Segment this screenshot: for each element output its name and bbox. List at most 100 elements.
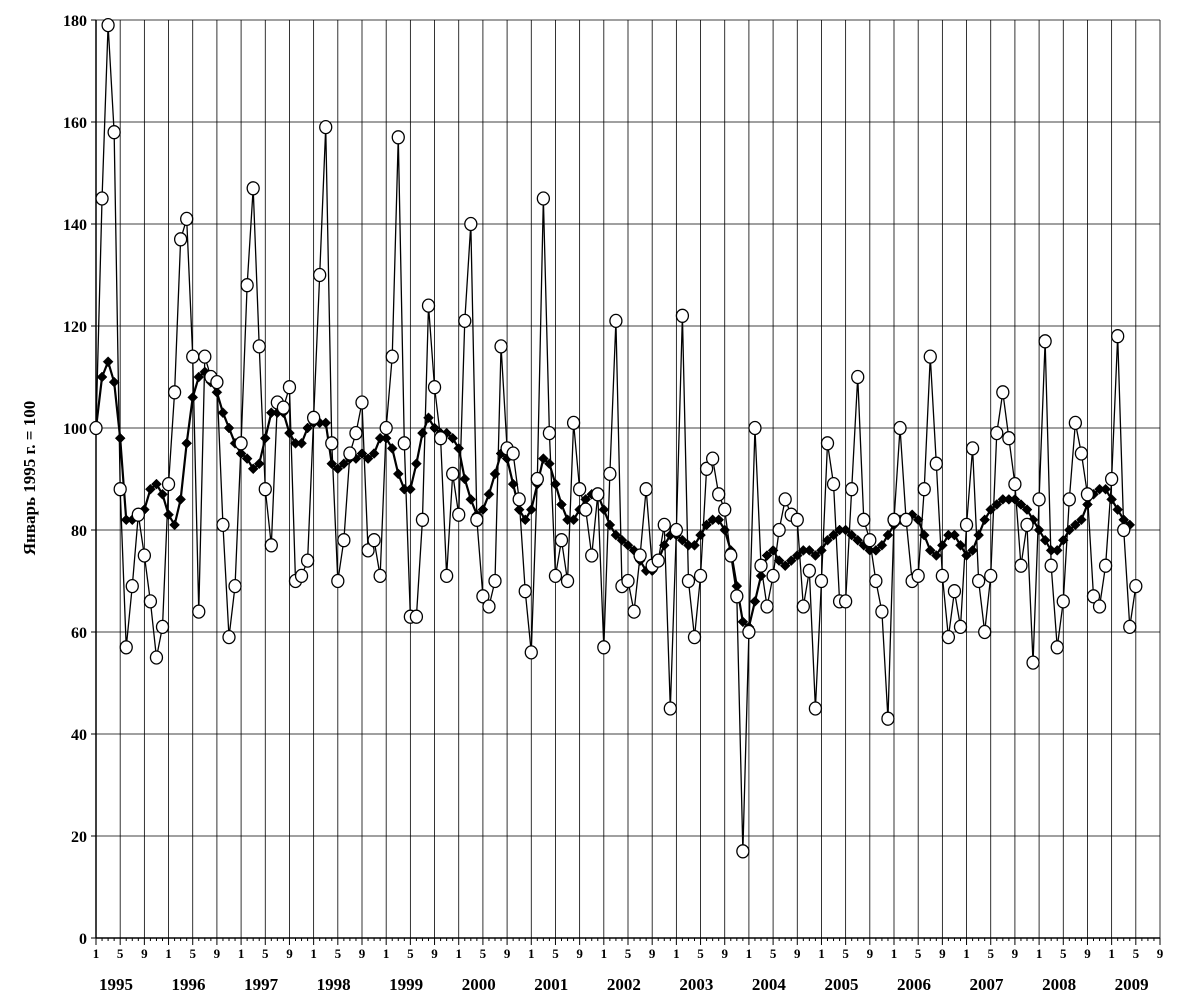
x-month-label: 1 [818, 946, 825, 961]
data-point-diamond [175, 494, 186, 505]
data-point-circle [1129, 578, 1143, 594]
data-point-circle [718, 502, 732, 517]
data-point-circle [252, 339, 266, 354]
y-tick-label: 40 [71, 727, 87, 744]
y-axis-title: Январь 1995 г. = 100 [20, 401, 39, 555]
y-tick-label: 160 [63, 115, 87, 132]
series-line-circles [95, 25, 1137, 852]
x-year-label: 2008 [1042, 975, 1076, 994]
data-point-circle [1014, 558, 1028, 573]
data-point-circle [639, 482, 653, 497]
data-point-circle [476, 589, 490, 604]
data-point-diamond [465, 494, 477, 505]
data-point-circle [597, 640, 611, 655]
data-point-diamond [955, 539, 966, 551]
data-point-circle [1074, 446, 1089, 461]
data-point-circle [131, 507, 145, 522]
data-point-circle [917, 482, 931, 497]
x-month-label: 9 [141, 946, 148, 961]
data-point-circle [1062, 492, 1076, 507]
x-month-label: 9 [649, 946, 656, 961]
data-point-circle [470, 512, 484, 527]
data-point-circle [681, 573, 696, 589]
data-point-diamond [967, 545, 978, 556]
data-point-circle [971, 573, 986, 589]
data-point-diamond [538, 453, 549, 464]
data-point-diamond [979, 514, 991, 526]
data-point-circle [554, 533, 569, 548]
data-point-diamond [253, 458, 265, 470]
data-point-circle [439, 568, 454, 584]
data-point-circle [953, 619, 968, 635]
data-point-circle [427, 380, 442, 395]
data-point-circle [319, 119, 333, 135]
data-point-diamond [483, 488, 495, 500]
data-point-circle [984, 568, 998, 584]
data-point-diamond [320, 417, 332, 429]
data-point-diamond [816, 545, 827, 556]
grid-lines [96, 19, 1161, 938]
data-point-circle [542, 425, 557, 441]
data-point-diamond [937, 539, 948, 551]
data-point-circle [494, 339, 508, 354]
x-year-label: 2002 [607, 975, 641, 994]
data-point-diamond [973, 529, 984, 541]
data-point-circle [222, 629, 236, 645]
data-point-diamond [556, 499, 567, 510]
data-point-circle [566, 415, 581, 431]
x-month-label: 1 [455, 946, 462, 961]
data-point-circle [881, 711, 895, 726]
x-month-label: 5 [842, 946, 849, 961]
data-point-diamond [477, 504, 489, 515]
data-point-circle [536, 191, 551, 206]
data-point-circle [754, 558, 768, 573]
data-point-diamond [459, 473, 471, 485]
data-point-circle [161, 476, 176, 492]
data-point-circle [1032, 492, 1046, 507]
data-point-circle [488, 573, 502, 589]
data-point-diamond [918, 529, 930, 541]
data-point-diamond [247, 463, 259, 475]
data-point-diamond [145, 483, 156, 495]
x-month-label: 9 [1084, 946, 1091, 961]
data-point-diamond [429, 422, 440, 434]
data-point-circle [125, 578, 139, 594]
data-point-circle [1002, 431, 1016, 446]
data-point-circle [192, 604, 206, 619]
data-point-circle [385, 349, 399, 364]
data-point-diamond [1112, 504, 1124, 515]
data-point-circle [276, 400, 291, 415]
data-point-diamond [235, 448, 247, 459]
data-point-diamond [411, 458, 422, 470]
data-point-circle [748, 420, 762, 436]
data-point-diamond [701, 519, 712, 531]
data-point-circle [712, 487, 726, 502]
data-point-circle [210, 374, 224, 390]
data-point-diamond [761, 550, 773, 561]
data-point-circle [373, 568, 387, 584]
data-point-circle [790, 512, 804, 527]
data-point-diamond [677, 534, 688, 546]
data-point-diamond [930, 550, 942, 561]
x-year-label: 2003 [679, 975, 713, 994]
data-point-circle [851, 369, 865, 385]
data-point-circle [609, 313, 623, 329]
data-point-diamond [616, 534, 628, 546]
data-point-circle [1123, 619, 1137, 635]
data-point-diamond [622, 539, 634, 551]
x-month-label: 1 [746, 946, 753, 961]
data-point-circle [869, 573, 883, 589]
data-point-circle [119, 640, 133, 655]
data-point-diamond [368, 448, 380, 459]
data-point-circle [107, 125, 121, 140]
x-month-label: 5 [552, 946, 559, 961]
x-year-label: 2005 [824, 975, 858, 994]
x-month-label: 1 [238, 946, 245, 961]
data-point-diamond [453, 443, 465, 454]
data-point-diamond [356, 448, 368, 459]
data-point-diamond [1057, 534, 1069, 546]
x-year-label: 2004 [752, 975, 787, 994]
data-point-circle [572, 482, 587, 497]
data-point-diamond [181, 437, 193, 449]
data-point-diamond [949, 529, 960, 541]
